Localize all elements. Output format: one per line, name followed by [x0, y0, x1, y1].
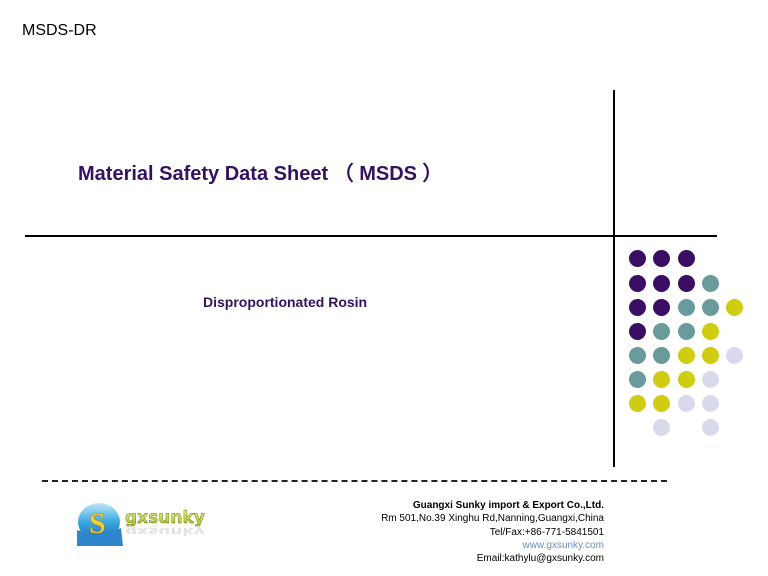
- decorative-dot: [652, 249, 670, 267]
- decorative-dot: [628, 370, 646, 388]
- decorative-dot: [677, 346, 695, 364]
- decorative-dot: [628, 274, 646, 292]
- decorative-dot: [701, 370, 719, 388]
- decorative-dot: [677, 274, 695, 292]
- decorative-dot: [652, 298, 670, 316]
- decorative-dot: [652, 370, 670, 388]
- decorative-dot: [652, 322, 670, 340]
- gxsunky-logo-icon: S gxsunky gxsunky: [77, 503, 205, 546]
- decorative-dot: [652, 418, 670, 436]
- company-telfax: Tel/Fax:+86-771-5841501: [489, 526, 604, 538]
- vertical-divider: [613, 90, 615, 467]
- decorative-dot: [701, 418, 719, 436]
- decorative-dot: [701, 274, 719, 292]
- svg-text:gxsunky: gxsunky: [125, 525, 205, 537]
- decorative-dot: [677, 394, 695, 412]
- decorative-dot: [652, 394, 670, 412]
- company-info: Guangxi Sunky import & Export Co.,Ltd. R…: [381, 499, 604, 565]
- svg-text:gxsunky: gxsunky: [125, 508, 205, 528]
- decorative-dot: [701, 298, 719, 316]
- decorative-dot: [677, 322, 695, 340]
- horizontal-divider: [25, 235, 717, 237]
- dashed-separator: [42, 480, 667, 482]
- svg-text:S: S: [89, 507, 106, 540]
- company-website-link[interactable]: www.gxsunky.com: [522, 539, 604, 551]
- decorative-dot: [677, 298, 695, 316]
- decorative-dot: [701, 346, 719, 364]
- page-title: Material Safety Data Sheet （ MSDS ）: [78, 163, 443, 185]
- company-logo: S gxsunky gxsunky: [75, 498, 215, 548]
- decorative-dot: [677, 249, 695, 267]
- decorative-dot: [652, 274, 670, 292]
- decorative-dot: [628, 394, 646, 412]
- decorative-dot: [628, 322, 646, 340]
- decorative-dot: [652, 346, 670, 364]
- product-name: Disproportionated Rosin: [203, 294, 368, 310]
- decorative-dot: [628, 249, 646, 267]
- decorative-dot: [677, 370, 695, 388]
- company-address: Rm 501,No.39 Xinghu Rd,Nanning,Guangxi,C…: [381, 513, 604, 525]
- document-code: MSDS-DR: [22, 22, 97, 39]
- decorative-dot: [725, 298, 743, 316]
- decorative-dot: [628, 346, 646, 364]
- decorative-dot: [725, 346, 743, 364]
- company-name: Guangxi Sunky import & Export Co.,Ltd.: [412, 500, 604, 511]
- decorative-dot: [628, 298, 646, 316]
- decorative-dot: [701, 322, 719, 340]
- company-email[interactable]: Email:kathylu@gxsunky.com: [476, 553, 604, 565]
- decorative-dot: [701, 394, 719, 412]
